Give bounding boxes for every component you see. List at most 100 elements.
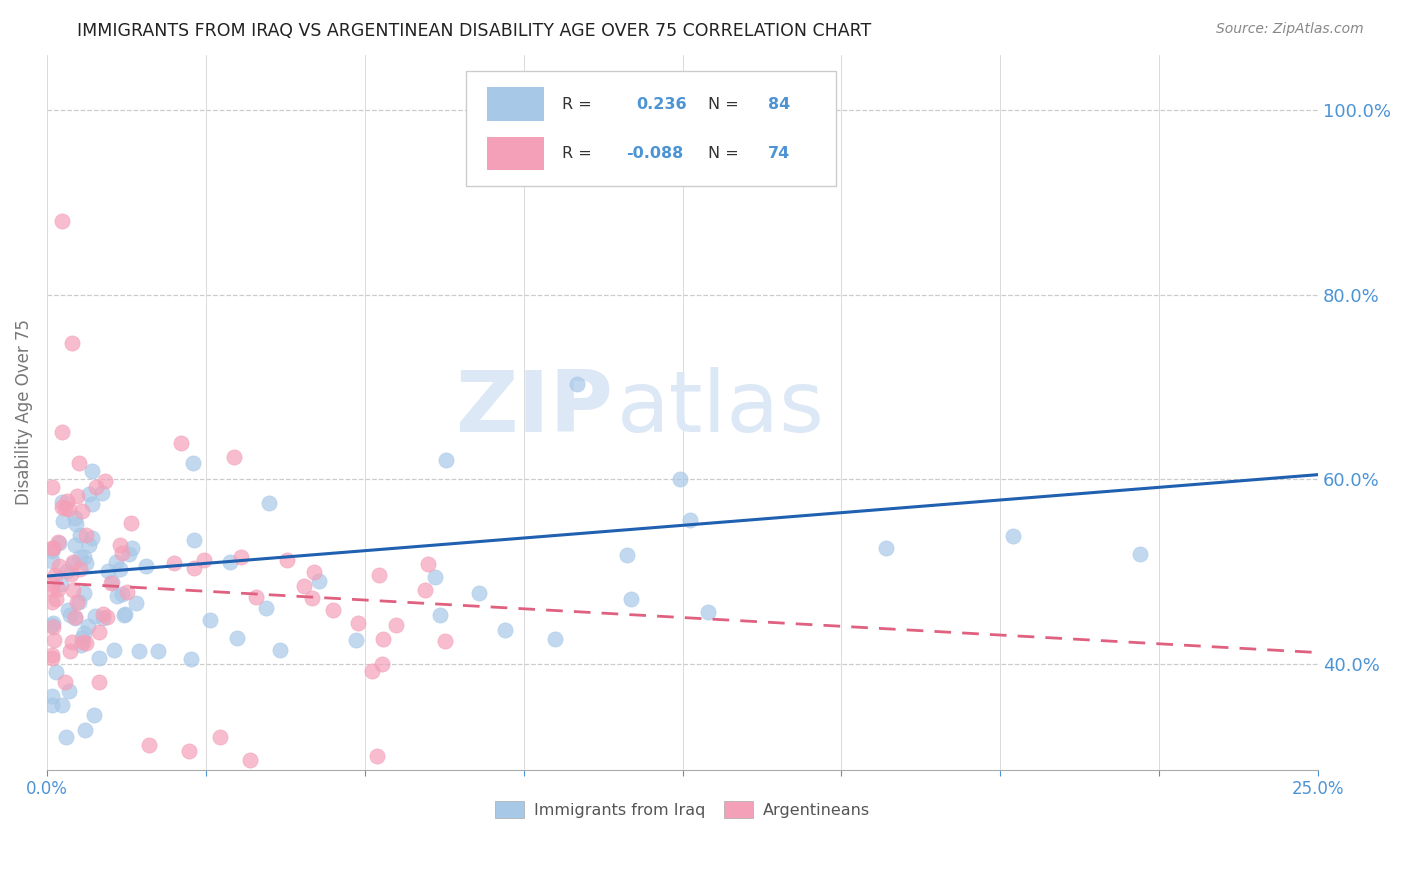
Point [41, 595, 63, 609]
Point [138, 739, 160, 753]
Point [75, 635, 97, 649]
Point [100, 576, 122, 591]
Point [115, 585, 138, 599]
Point [118, 547, 141, 561]
Point [91, 607, 114, 621]
Point [103, 643, 125, 657]
Point [55, 564, 77, 578]
Point [42, 541, 65, 555]
Point [60, 634, 83, 648]
Point [67, 456, 90, 470]
Point [308, 574, 330, 589]
Point [66, 489, 89, 503]
Point [58, 502, 80, 516]
Point [181, 456, 204, 470]
Point [80, 497, 103, 511]
Point [84, 608, 107, 623]
Point [385, 618, 408, 632]
Point [91, 610, 114, 624]
Point [544, 632, 567, 646]
Point [69, 550, 91, 565]
Point [371, 657, 394, 671]
Point [86, 480, 108, 494]
Y-axis label: Disability Age Over 75: Disability Age Over 75 [15, 319, 32, 506]
Point [44, 567, 66, 582]
Point [42, 632, 65, 647]
Point [75, 723, 97, 737]
Point [292, 579, 315, 593]
Point [697, 605, 720, 619]
Point [239, 754, 262, 768]
Point [41, 541, 63, 555]
Point [41, 651, 63, 665]
Point [218, 555, 240, 569]
Point [41, 648, 63, 662]
Point [65, 517, 87, 532]
Point [1002, 529, 1025, 543]
Point [170, 436, 193, 450]
Point [65, 510, 87, 524]
Point [41, 554, 63, 568]
Point [73, 625, 96, 640]
Point [87, 625, 110, 640]
Point [146, 644, 169, 658]
Point [41, 577, 63, 591]
Point [468, 585, 491, 599]
Point [565, 377, 588, 392]
Point [41, 544, 63, 558]
Point [125, 596, 148, 610]
Point [96, 610, 118, 624]
Point [45, 665, 67, 679]
Point [361, 664, 384, 678]
Point [208, 731, 231, 745]
Point [83, 708, 105, 723]
Point [245, 590, 267, 604]
Point [76, 556, 98, 570]
Text: atlas: atlas [616, 368, 824, 450]
Point [41, 698, 63, 712]
Point [72, 586, 94, 600]
Point [82, 464, 104, 478]
Point [66, 595, 89, 609]
Point [875, 541, 897, 556]
Point [51, 425, 73, 439]
Point [45, 591, 67, 606]
Point [55, 731, 77, 745]
Point [301, 591, 323, 606]
Point [183, 561, 205, 575]
Point [114, 607, 136, 621]
Point [51, 500, 73, 515]
Point [60, 335, 83, 350]
Point [368, 568, 391, 582]
Point [46, 535, 69, 549]
Point [415, 583, 437, 598]
Point [193, 552, 215, 566]
Point [58, 684, 80, 698]
Legend: Immigrants from Iraq, Argentineans: Immigrants from Iraq, Argentineans [488, 793, 877, 826]
Point [41, 618, 63, 632]
Point [366, 748, 388, 763]
Point [101, 574, 124, 589]
Point [69, 562, 91, 576]
Point [63, 611, 86, 625]
Text: ZIP: ZIP [456, 368, 613, 450]
Point [42, 615, 65, 630]
Point [254, 601, 277, 615]
Point [59, 566, 82, 581]
Point [62, 555, 84, 569]
Point [433, 634, 456, 648]
Point [59, 644, 82, 658]
Point [231, 549, 253, 564]
Point [77, 619, 100, 633]
Point [423, 570, 446, 584]
Point [56, 603, 79, 617]
Point [269, 642, 291, 657]
Point [679, 513, 702, 527]
Point [225, 631, 247, 645]
Point [53, 501, 76, 516]
Point [59, 608, 82, 623]
Point [276, 552, 298, 566]
Point [82, 531, 104, 545]
Point [70, 504, 93, 518]
Point [616, 548, 638, 562]
